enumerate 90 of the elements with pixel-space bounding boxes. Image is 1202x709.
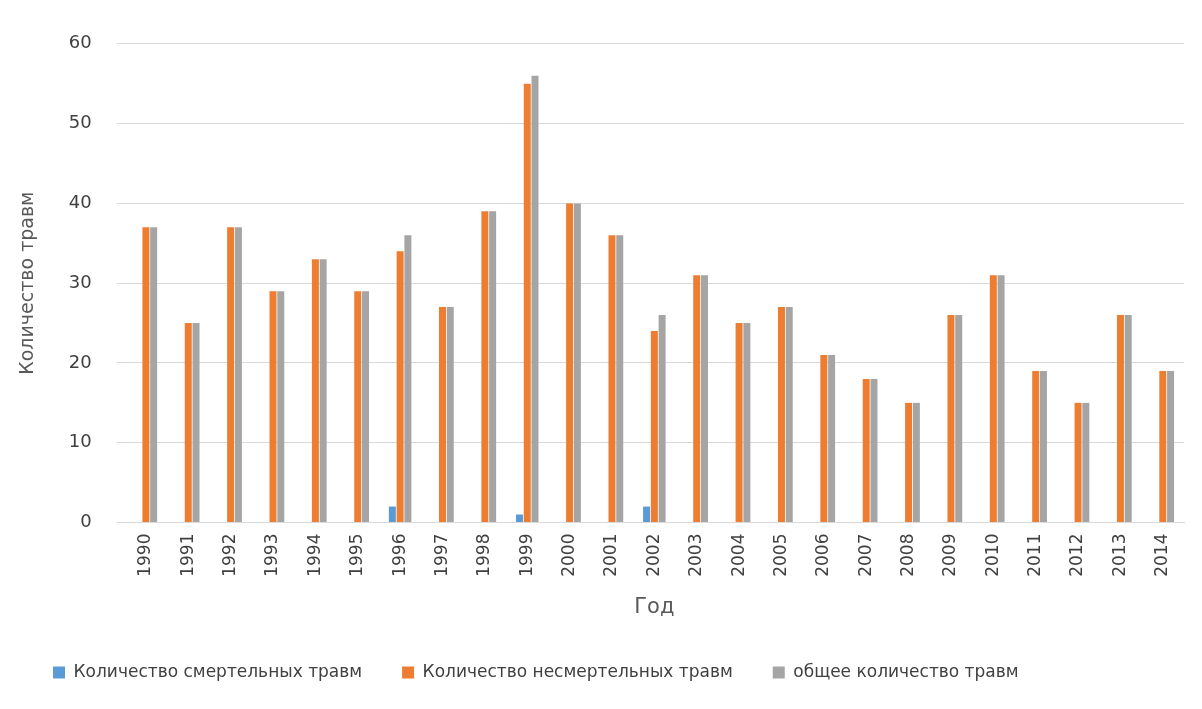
x-tick-label: 1995	[346, 533, 367, 577]
x-tick-label: 2007	[854, 533, 875, 577]
bar	[396, 251, 404, 523]
y-tick-label: 20	[68, 350, 92, 372]
x-tick-label: 1997	[430, 533, 451, 577]
bar	[650, 331, 658, 523]
x-tick-label: 2004	[727, 533, 748, 577]
x-tick-label: 1993	[261, 533, 282, 577]
bar	[616, 235, 624, 523]
bar	[269, 291, 277, 523]
bar	[531, 75, 539, 523]
x-tick-label: 2006	[812, 533, 833, 577]
bar	[404, 235, 412, 523]
x-tick-label: 2003	[685, 533, 706, 577]
bar	[1074, 402, 1082, 523]
x-tick-label: 1992	[219, 533, 240, 577]
bar	[912, 402, 920, 523]
bar	[566, 203, 574, 523]
bar	[1032, 370, 1040, 523]
y-tick-label: 10	[68, 430, 92, 452]
x-tick-label: 2009	[939, 533, 960, 577]
x-tick-label: 2014	[1151, 533, 1172, 577]
x-tick-label: 1998	[473, 533, 494, 577]
bar	[608, 235, 616, 523]
y-tick-label: 60	[68, 31, 92, 53]
bar	[573, 203, 581, 523]
legend-label: Количество смертельных травм	[73, 660, 363, 681]
x-tick-label: 2001	[600, 533, 621, 577]
y-tick-label: 40	[68, 191, 92, 213]
x-tick-label: 2005	[769, 533, 790, 577]
x-axis-title: Год	[634, 593, 675, 618]
bar	[743, 323, 751, 523]
bar	[439, 307, 446, 523]
bar	[693, 275, 701, 523]
bar	[234, 227, 242, 523]
bar	[1167, 370, 1175, 523]
bar	[446, 307, 454, 523]
bar	[184, 323, 192, 523]
bar	[489, 211, 497, 523]
bar	[643, 506, 651, 523]
x-tick-label: 2011	[1024, 533, 1045, 577]
bar	[311, 259, 319, 523]
bar	[1159, 370, 1167, 523]
bar	[862, 378, 870, 523]
bar	[362, 291, 370, 523]
x-tick-label: 2008	[897, 533, 918, 577]
x-tick-label: 2002	[642, 533, 663, 577]
bar	[701, 275, 708, 523]
bar	[955, 315, 963, 523]
x-tick-label: 1990	[134, 533, 155, 577]
bar	[658, 315, 666, 523]
bar	[735, 323, 743, 523]
y-axis-title: Количество травм	[15, 191, 38, 375]
bar	[997, 275, 1005, 523]
bar	[354, 291, 362, 523]
bar	[1116, 315, 1124, 523]
y-tick-label: 30	[68, 270, 92, 292]
y-tick-label: 0	[80, 510, 92, 532]
bar	[1124, 315, 1132, 523]
bar	[870, 378, 878, 523]
bar	[947, 315, 955, 523]
bar	[150, 227, 158, 523]
bar	[192, 323, 200, 523]
bar	[905, 402, 913, 523]
bar	[777, 307, 785, 523]
bar	[989, 275, 997, 523]
bar	[227, 227, 235, 523]
bar	[388, 506, 396, 523]
bar	[481, 211, 489, 523]
bar	[277, 291, 285, 523]
bar	[820, 354, 828, 523]
bar	[1039, 370, 1047, 523]
bar	[523, 83, 531, 523]
x-tick-label: 1996	[388, 533, 409, 577]
legend-label: общее количество травм	[793, 660, 1019, 681]
x-tick-label: 2013	[1108, 533, 1129, 577]
bar	[319, 259, 327, 523]
bar	[142, 227, 150, 523]
x-tick-label: 2010	[981, 533, 1002, 577]
bar	[828, 354, 836, 523]
x-tick-label: 1994	[303, 533, 324, 577]
x-tick-label: 1991	[176, 533, 197, 577]
bar	[515, 514, 523, 523]
bar	[785, 307, 793, 523]
y-tick-label: 50	[68, 111, 92, 133]
legend-label: Количество несмертельных травм	[422, 660, 733, 681]
bar	[1082, 402, 1090, 523]
x-tick-label: 2000	[558, 533, 579, 577]
x-tick-label: 1999	[515, 533, 536, 577]
x-tick-label: 2012	[1066, 533, 1087, 577]
